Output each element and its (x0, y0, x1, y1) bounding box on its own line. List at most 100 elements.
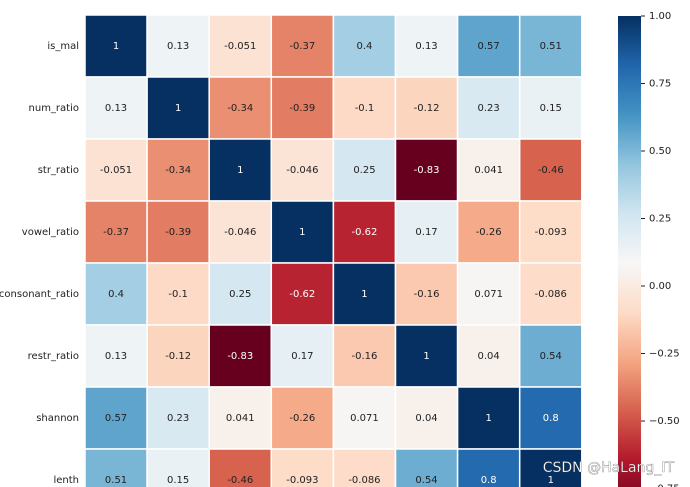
watermark: CSDN @HaLang_IT (543, 460, 675, 476)
cell-label: 0.4 (108, 289, 124, 300)
cell-label: 0.25 (353, 165, 375, 176)
heatmap-cell (270, 448, 335, 487)
heatmap-cell (456, 324, 521, 388)
heatmap-cell (394, 14, 459, 78)
y-tick-label: vowel_ratio (22, 227, 79, 238)
cell-label: -0.34 (165, 165, 191, 176)
heatmap-cell (332, 262, 397, 326)
cell-label: -0.46 (538, 165, 564, 176)
cell-label: 0.13 (105, 103, 127, 114)
cell-label: -0.39 (165, 227, 191, 238)
y-tick-label: is_mal (47, 41, 79, 52)
heatmap-cell (84, 14, 148, 78)
cell-label: -0.83 (227, 351, 253, 362)
cell-label: 0.13 (415, 41, 437, 52)
heatmap-cell (270, 138, 335, 202)
y-tick-label: shannon (36, 413, 79, 424)
cell-label: -0.62 (289, 289, 315, 300)
y-tick-label: restr_ratio (28, 351, 79, 362)
cell-label: 0.23 (478, 103, 500, 114)
heatmap-cell (208, 386, 273, 450)
cell-label: 1 (361, 289, 367, 300)
cell-label: 1 (485, 413, 491, 424)
cell-label: 0.17 (415, 227, 437, 238)
cell-label: 0.57 (105, 413, 127, 424)
colorbar-tick-label: 0.25 (649, 214, 671, 225)
heatmap-cell (208, 324, 273, 388)
colorbar-tick-label: 1.00 (649, 11, 671, 22)
cell-label: -0.086 (535, 289, 567, 300)
cell-label: 0.4 (356, 41, 372, 52)
cell-label: -0.1 (355, 103, 375, 114)
cell-label: 0.23 (167, 413, 189, 424)
cell-label: 0.041 (226, 413, 255, 424)
cell-label: 0.041 (474, 165, 503, 176)
cell-label: -0.1 (168, 289, 188, 300)
heatmap-cell (456, 448, 521, 487)
cell-label: 0.13 (167, 41, 189, 52)
heatmap-cell (146, 448, 210, 487)
heatmap-cell (394, 448, 459, 487)
heatmap-cell (518, 262, 583, 326)
heatmap-cell (332, 200, 397, 264)
heatmap-cell (332, 448, 397, 487)
heatmap-cell (518, 14, 583, 78)
heatmap-cell (208, 448, 273, 487)
cell-label: 1 (237, 165, 243, 176)
cell-label: 1 (423, 351, 429, 362)
y-tick-label: consonant_ratio (0, 289, 79, 300)
colorbar-tick-label: −0.50 (649, 416, 680, 427)
heatmap-cell (84, 448, 148, 487)
colorbar-tick-label: 0.75 (649, 79, 671, 90)
heatmap-cell (146, 14, 210, 78)
heatmap-cell (332, 138, 397, 202)
colorbar-tick-label: 0.00 (649, 281, 671, 292)
cell-label: 0.57 (478, 41, 500, 52)
heatmap-cell (146, 76, 210, 140)
heatmap-cell (456, 386, 521, 450)
colorbar-tick-label: −0.25 (649, 349, 680, 360)
heatmap-cell (518, 138, 583, 202)
cell-label: 0.8 (543, 413, 559, 424)
cell-label: 0.04 (478, 351, 500, 362)
heatmap-cell (84, 386, 148, 450)
cell-label: 0.25 (229, 289, 251, 300)
heatmap-cell (208, 200, 273, 264)
y-tick-label: num_ratio (29, 103, 79, 114)
cell-label: 1 (113, 41, 119, 52)
cell-label: -0.051 (224, 41, 256, 52)
cell-label: 0.51 (105, 475, 127, 486)
cell-label: -0.39 (289, 103, 315, 114)
heatmap-cell (332, 324, 397, 388)
cell-label: 0.8 (481, 475, 497, 486)
cell-label: 0.17 (291, 351, 313, 362)
heatmap-cell (394, 324, 459, 388)
cell-label: 1 (548, 475, 554, 486)
cell-label: -0.12 (414, 103, 440, 114)
cell-label: 1 (299, 227, 305, 238)
heatmap-cell (270, 262, 335, 326)
cell-label: -0.37 (103, 227, 129, 238)
heatmap-cell (208, 138, 273, 202)
heatmap-cell (518, 76, 583, 140)
heatmap-cell (394, 386, 459, 450)
heatmap-cell (270, 200, 335, 264)
heatmap-cell (518, 386, 583, 450)
cell-label: 0.15 (540, 103, 562, 114)
heatmap-cell (518, 324, 583, 388)
heatmap-cell (146, 138, 210, 202)
cell-label: -0.16 (414, 289, 440, 300)
cell-label: -0.37 (289, 41, 315, 52)
y-tick-label: lenth (53, 475, 79, 486)
colorbar-tick-label: 0.50 (649, 146, 671, 157)
cell-label: 1 (175, 103, 181, 114)
heatmap-cell (394, 138, 459, 202)
heatmap-cell (456, 138, 521, 202)
cell-label: 0.04 (415, 413, 437, 424)
heatmap-cell (146, 386, 210, 450)
heatmap-cell (394, 76, 459, 140)
heatmap-cell (518, 448, 583, 487)
cell-label: -0.26 (476, 227, 502, 238)
cell-label: 0.13 (105, 351, 127, 362)
